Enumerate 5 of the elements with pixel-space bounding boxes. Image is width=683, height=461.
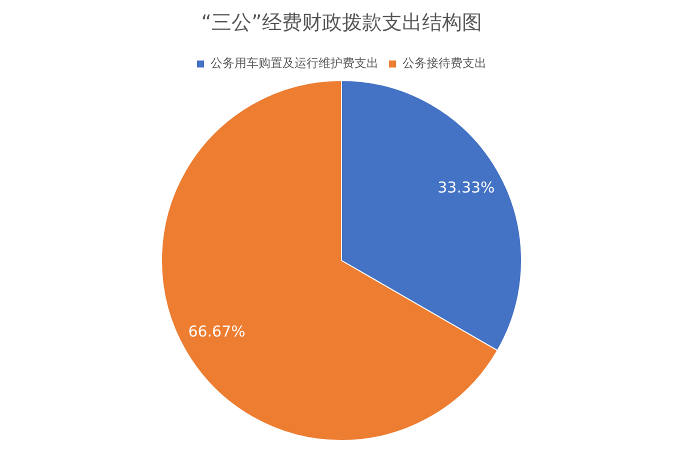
data-label: 33.33% xyxy=(438,178,495,196)
chart-title: “三公”经费财政拨款支出结构图 xyxy=(201,10,482,34)
legend-label: 公务用车购置及运行维护费支出 xyxy=(210,56,378,70)
legend-label: 公务接待费支出 xyxy=(402,56,486,70)
data-label: 66.67% xyxy=(188,322,246,340)
